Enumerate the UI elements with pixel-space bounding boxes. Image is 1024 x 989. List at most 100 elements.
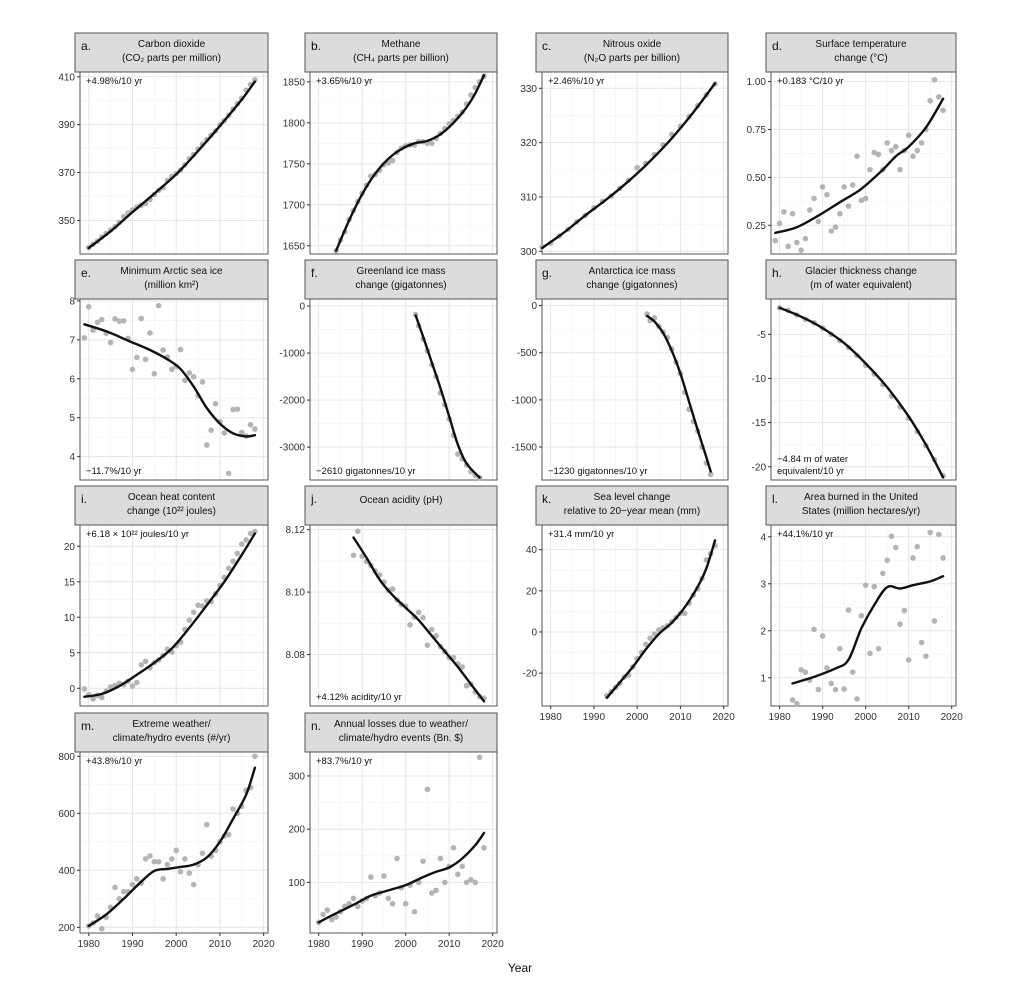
data-point	[888, 147, 895, 154]
plot-frame	[309, 298, 498, 481]
x-tick-label: 2020	[713, 712, 736, 723]
data-point	[867, 650, 873, 657]
panel-title-line: Nitrous oxide	[603, 39, 662, 50]
y-tick-label: 1800	[283, 118, 306, 129]
trend-line	[352, 536, 486, 703]
data-point	[252, 753, 258, 760]
data-point	[411, 908, 418, 915]
y-tick-label: 1850	[283, 77, 306, 88]
panel-title-line: Greenland ice mass	[357, 266, 446, 277]
data-point	[324, 907, 331, 913]
panel-title-line: change (gigatonnes)	[355, 280, 446, 291]
plot-frame	[541, 524, 729, 707]
data-point	[849, 182, 856, 188]
data-point	[824, 191, 830, 198]
data-point	[389, 586, 396, 592]
y-tick-label: 1750	[283, 159, 306, 170]
panel-title-line: Antarctica ice mass	[589, 266, 676, 277]
trend-line	[791, 575, 945, 685]
y-tick-label: -5	[757, 330, 766, 341]
data-point	[389, 900, 396, 907]
panel-letter: h.	[772, 266, 782, 280]
data-point	[85, 303, 92, 310]
y-tick-label: -1000	[511, 395, 537, 406]
data-point	[120, 888, 127, 895]
panel-strip	[74, 259, 269, 300]
panel-g: g. Antarctica ice mass change (gigatonnes)…	[511, 259, 729, 481]
y-tick-label: 1700	[283, 200, 306, 211]
rate-annotation: −2610 gigatonnes/10 yr	[316, 466, 416, 477]
data-point	[437, 855, 444, 862]
data-point	[707, 471, 714, 478]
plot-area	[770, 298, 957, 481]
panel-title-line: Glacier thickness change	[805, 266, 917, 277]
trend-line	[317, 831, 486, 924]
x-tick-label: 2020	[482, 939, 505, 950]
y-tick-label: 10	[64, 613, 76, 624]
data-point	[442, 879, 448, 886]
data-point	[247, 530, 254, 537]
data-point	[476, 754, 483, 761]
data-point	[407, 622, 413, 628]
data-point	[940, 107, 946, 114]
data-point	[385, 895, 392, 902]
y-tick-label: 200	[58, 923, 75, 934]
data-point	[841, 184, 847, 190]
panel-title-line: Extreme weather/	[132, 719, 211, 730]
panel-a: a. Carbon dioxide (CO₂ parts per million) 3…	[58, 32, 269, 255]
data-point	[247, 421, 254, 428]
data-point	[190, 881, 197, 888]
panel-letter: d.	[772, 39, 782, 53]
y-tick-label: 0	[69, 684, 75, 695]
data-point	[90, 327, 96, 333]
panel-title-line: Minimum Arctic sea ice	[120, 266, 223, 277]
rate-annotation: +4.12% acidity/10 yr	[316, 692, 402, 703]
data-point	[225, 470, 232, 477]
panel-letter: f.	[311, 266, 318, 280]
data-point	[120, 317, 127, 324]
panel-title-line: climate/hydro events (Bn. $)	[339, 733, 464, 744]
data-point	[463, 879, 470, 886]
data-point	[151, 858, 158, 865]
data-point	[328, 916, 335, 923]
y-tick-label: 1	[760, 673, 766, 684]
panel-c: c. Nitrous oxide (N₂O parts per billion) 30…	[520, 32, 729, 258]
data-point	[824, 665, 830, 671]
panel-strip	[74, 485, 269, 526]
y-tick-label: 0.25	[747, 221, 767, 232]
data-point	[931, 618, 938, 624]
panel-strip	[535, 259, 729, 300]
panel-j: j. Ocean acidity (pH) 8.08 8.10 8.12 +4.12% a…	[286, 485, 498, 707]
x-axis-title: Year	[508, 961, 532, 975]
data-point	[238, 541, 245, 547]
trend-line	[778, 306, 945, 479]
data-point	[463, 682, 470, 689]
data-point	[94, 913, 101, 919]
data-point	[221, 430, 228, 436]
plot-frame	[309, 751, 498, 934]
plot-area	[309, 751, 498, 934]
panel-letter: i.	[81, 492, 87, 506]
data-point	[186, 617, 193, 623]
panel-title-line: Ocean acidity (pH)	[360, 495, 443, 506]
y-tick-label: 8.08	[286, 650, 306, 661]
data-point	[841, 686, 847, 692]
data-point	[914, 543, 921, 550]
y-tick-label: 20	[526, 586, 538, 597]
data-point	[647, 635, 653, 641]
data-point	[368, 874, 374, 880]
data-point	[935, 94, 942, 100]
data-point	[355, 528, 361, 535]
data-point	[147, 853, 153, 859]
rate-annotation: +2.46%/10 yr	[548, 76, 604, 87]
data-point	[862, 582, 869, 588]
data-point	[415, 609, 422, 616]
data-point	[931, 76, 938, 83]
data-point	[402, 900, 409, 907]
data-point	[940, 555, 946, 561]
y-tick-label: -1000	[279, 349, 305, 360]
y-tick-label: -500	[517, 348, 537, 359]
panel-letter: e.	[81, 266, 91, 280]
y-tick-label: 2	[760, 626, 766, 637]
data-point	[828, 228, 835, 234]
